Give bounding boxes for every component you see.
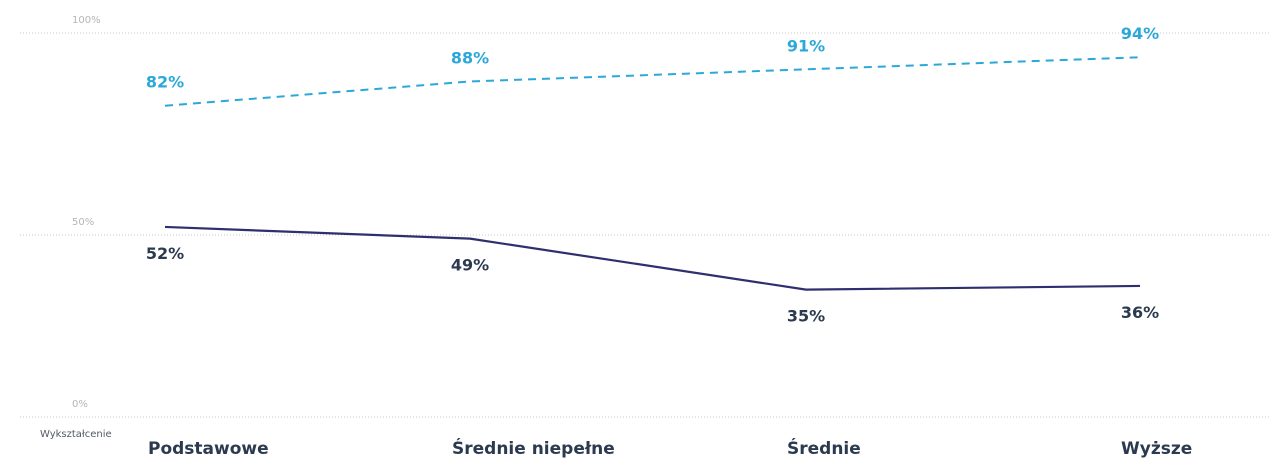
data-label: 82% [146, 73, 184, 92]
series-layer [164, 56, 1141, 291]
data-label: 35% [787, 307, 825, 326]
data-label: 49% [451, 256, 489, 275]
data-label: 94% [1121, 24, 1159, 43]
y-tick-label: 100% [72, 15, 101, 26]
data-label: 91% [787, 36, 825, 55]
data-label: 88% [451, 48, 489, 67]
y-tick-label: 0% [72, 399, 88, 410]
x-axis-title: Wykształcenie [40, 429, 112, 440]
grid-layer [20, 32, 1271, 418]
x-tick-label: Wyższe [1121, 439, 1192, 459]
axis-layer: 0% 50% 100% Wykształcenie Podstawowe Średnie … [40, 15, 1192, 459]
series-line-2 [164, 225, 1141, 291]
x-tick-label: Średnie niepełne [452, 437, 615, 459]
data-label: 52% [146, 244, 184, 263]
data-label: 36% [1121, 303, 1159, 322]
x-tick-label: Średnie [787, 437, 861, 459]
label-layer: 82% 88% 91% 94% 52% 49% 35% 36% [146, 24, 1159, 325]
series-line-1 [164, 56, 1141, 107]
x-tick-label: Podstawowe [148, 439, 269, 459]
y-tick-label: 50% [72, 217, 94, 228]
